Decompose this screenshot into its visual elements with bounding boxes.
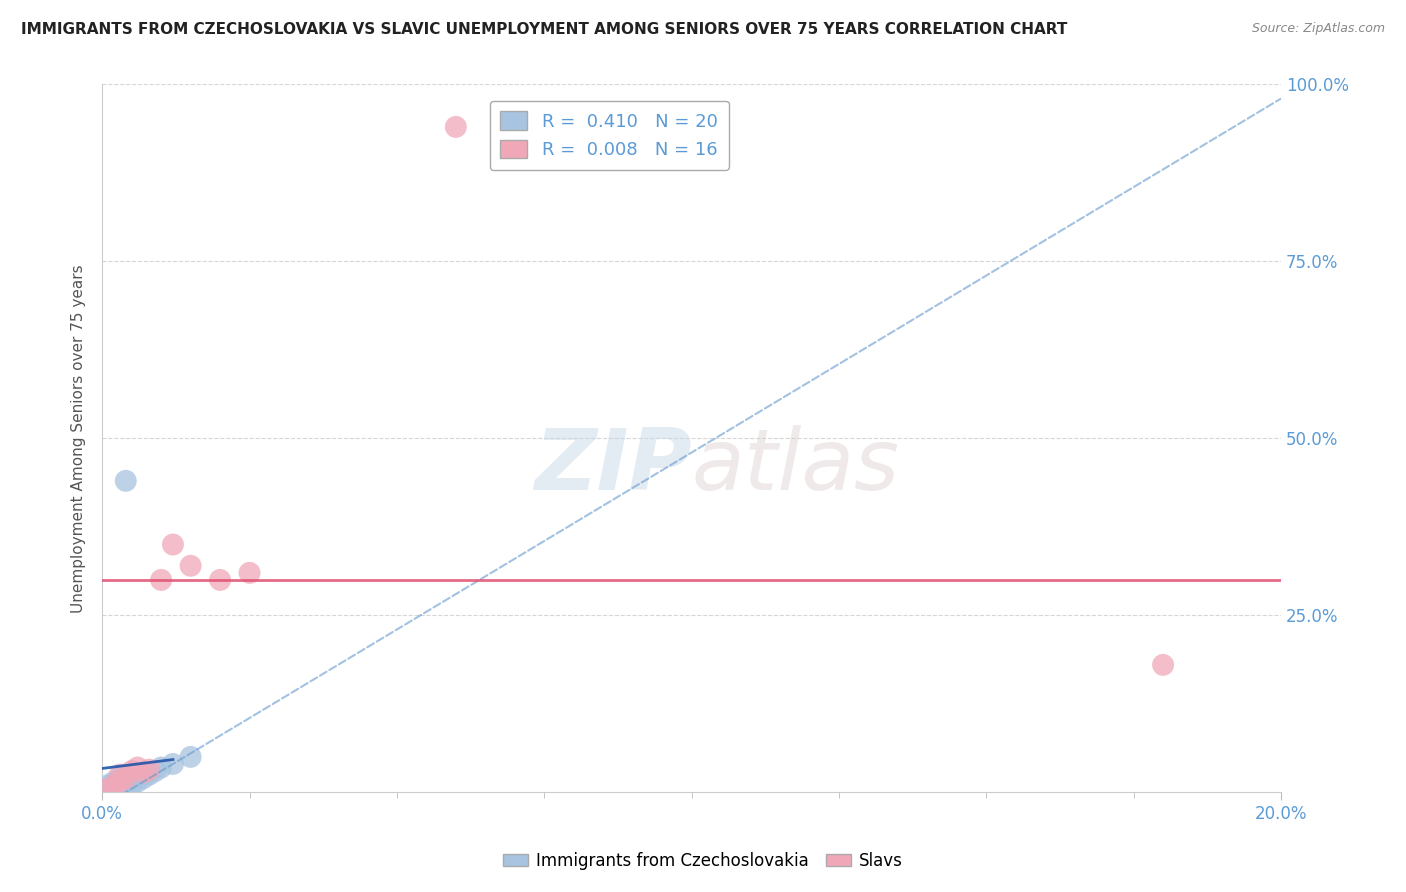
Y-axis label: Unemployment Among Seniors over 75 years: Unemployment Among Seniors over 75 years	[72, 264, 86, 613]
Point	[143, 764, 166, 778]
Point	[180, 558, 202, 573]
Point	[132, 765, 155, 780]
Point	[238, 566, 260, 580]
Point	[121, 771, 143, 785]
Point	[103, 778, 125, 792]
Text: Source: ZipAtlas.com: Source: ZipAtlas.com	[1251, 22, 1385, 36]
Point	[114, 781, 136, 796]
Point	[108, 774, 131, 789]
Point	[108, 771, 131, 785]
Point	[114, 774, 136, 789]
Point	[108, 778, 131, 792]
Point	[114, 771, 136, 785]
Point	[114, 474, 136, 488]
Point	[103, 774, 125, 789]
Point	[97, 781, 120, 796]
Point	[150, 760, 173, 774]
Point	[132, 771, 155, 785]
Point	[108, 781, 131, 796]
Text: atlas: atlas	[692, 425, 900, 508]
Point	[1152, 657, 1174, 672]
Point	[121, 764, 143, 778]
Point	[103, 781, 125, 796]
Point	[209, 573, 232, 587]
Point	[138, 767, 160, 781]
Point	[127, 774, 149, 789]
Point	[108, 767, 131, 781]
Point	[162, 537, 184, 551]
Point	[150, 573, 173, 587]
Point	[180, 750, 202, 764]
Legend: R =  0.410   N = 20, R =  0.008   N = 16: R = 0.410 N = 20, R = 0.008 N = 16	[489, 101, 728, 170]
Legend: Immigrants from Czechoslovakia, Slavs: Immigrants from Czechoslovakia, Slavs	[496, 846, 910, 877]
Text: IMMIGRANTS FROM CZECHOSLOVAKIA VS SLAVIC UNEMPLOYMENT AMONG SENIORS OVER 75 YEAR: IMMIGRANTS FROM CZECHOSLOVAKIA VS SLAVIC…	[21, 22, 1067, 37]
Point	[444, 120, 467, 134]
Point	[162, 756, 184, 771]
Point	[121, 778, 143, 792]
Point	[97, 778, 120, 792]
Text: ZIP: ZIP	[534, 425, 692, 508]
Point	[97, 781, 120, 796]
Point	[138, 763, 160, 777]
Point	[103, 778, 125, 792]
Point	[127, 760, 149, 774]
